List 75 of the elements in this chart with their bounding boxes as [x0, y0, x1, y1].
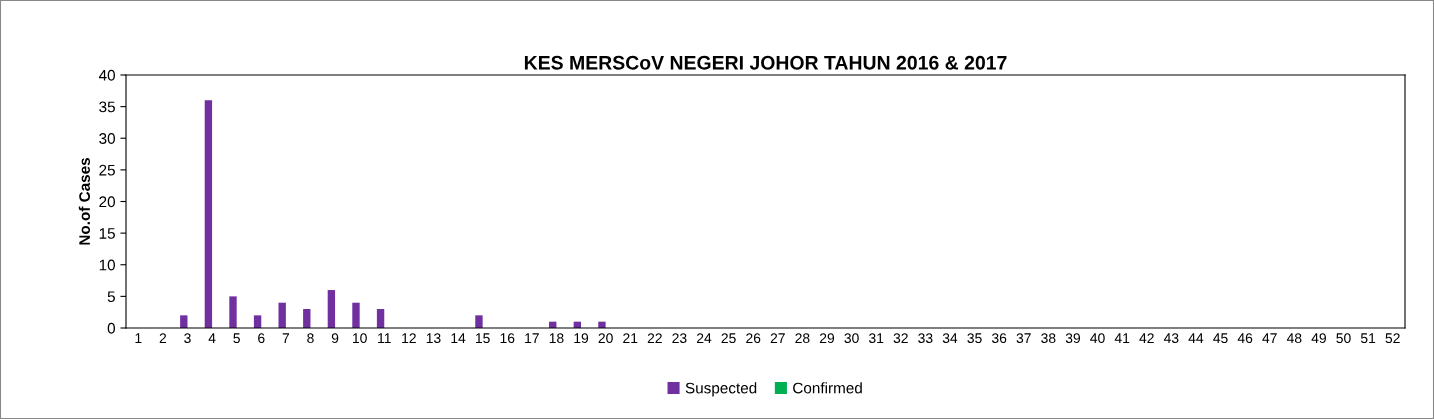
bar [253, 315, 262, 328]
x-tick-label: 44 [1188, 333, 1204, 343]
x-tick-label: 25 [721, 333, 736, 344]
legend-label: Confirmed [793, 382, 862, 394]
x-tick-label: 7 [282, 333, 290, 343]
x-tick-label: 38 [1041, 333, 1056, 344]
y-tick-label: 40 [98, 69, 115, 81]
x-tick-label: 33 [918, 333, 933, 344]
x-tick-label: 9 [331, 333, 339, 344]
bar [327, 290, 336, 328]
x-tick-label: 43 [1163, 333, 1179, 344]
x-tick-label: 41 [1114, 333, 1130, 343]
y-axis-title: No.of Cases [78, 157, 91, 245]
x-tick-label: 48 [1286, 333, 1302, 344]
bar [204, 100, 213, 328]
x-tick-label: 6 [258, 333, 265, 344]
x-tick-label: 22 [647, 333, 662, 343]
x-tick-label: 21 [623, 333, 638, 343]
x-tick-label: 14 [451, 333, 466, 343]
bar [376, 309, 385, 328]
x-tick-label: 24 [696, 333, 712, 343]
x-tick-label: 3 [184, 333, 191, 344]
x-tick-label: 52 [1385, 333, 1400, 344]
y-tick-label: 30 [99, 133, 115, 144]
x-tick-label: 51 [1360, 333, 1376, 344]
x-tick-label: 26 [746, 333, 761, 344]
x-tick-label: 23 [672, 333, 687, 344]
bar [180, 315, 188, 328]
y-tick-label: 5 [107, 291, 115, 303]
x-tick-label: 11 [378, 333, 391, 343]
x-tick-label: 5 [233, 333, 240, 344]
x-tick-label: 2 [159, 333, 167, 343]
x-tick-label: 27 [770, 333, 785, 343]
x-tick-label: 35 [967, 333, 982, 344]
x-tick-label: 17 [525, 333, 539, 343]
x-tick-label: 50 [1336, 333, 1351, 344]
x-tick-label: 37 [1016, 333, 1031, 344]
bar [352, 302, 360, 328]
x-tick-label: 15 [475, 333, 490, 344]
x-tick-label: 39 [1065, 333, 1081, 344]
x-tick-label: 4 [208, 333, 216, 343]
x-tick-label: 30 [844, 333, 859, 344]
x-tick-label: 42 [1139, 333, 1154, 343]
x-tick-label: 8 [307, 333, 314, 344]
y-tick-label: 20 [99, 196, 115, 208]
chart-title: KES MERSCoV NEGERI JOHOR TAHUN 2016 & 2017 [524, 55, 1007, 70]
x-tick-label: 18 [549, 333, 564, 344]
x-tick-label: 46 [1237, 333, 1253, 344]
x-tick-label: 40 [1090, 333, 1105, 344]
x-tick-label: 19 [574, 333, 589, 344]
x-tick-label: 20 [598, 333, 613, 344]
y-tick-label: 0 [107, 322, 115, 334]
bar [278, 302, 286, 328]
x-tick-label: 1 [135, 333, 142, 343]
x-tick-label: 13 [426, 333, 441, 344]
x-tick-label: 45 [1213, 333, 1228, 344]
x-tick-label: 28 [795, 333, 810, 344]
bar [303, 309, 311, 328]
y-tick-label: 15 [99, 228, 115, 239]
x-tick-label: 47 [1262, 333, 1277, 343]
x-tick-label: 10 [353, 333, 367, 344]
x-tick-label: 49 [1311, 333, 1326, 344]
y-tick-label: 10 [99, 259, 115, 271]
x-tick-label: 12 [402, 333, 416, 343]
x-tick-label: 16 [500, 333, 515, 344]
legend-label: Suspected [685, 382, 757, 397]
x-tick-label: 29 [819, 333, 835, 344]
bar [229, 296, 237, 328]
y-tick-label: 25 [99, 164, 115, 176]
x-tick-label: 36 [991, 333, 1007, 344]
y-tick-label: 35 [99, 101, 115, 113]
x-tick-label: 34 [942, 333, 958, 344]
x-tick-label: 31 [868, 333, 884, 344]
x-tick-label: 32 [893, 333, 908, 344]
bar [475, 315, 483, 328]
